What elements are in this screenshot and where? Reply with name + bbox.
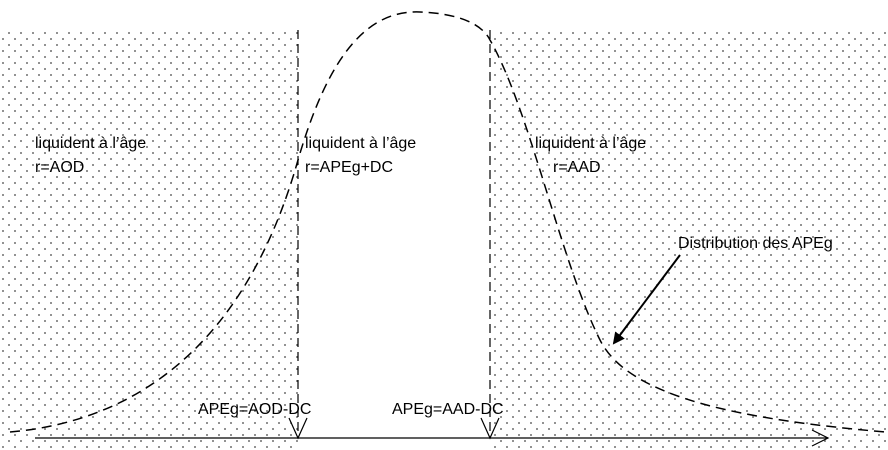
region-label: r=AAD: [553, 159, 601, 176]
region-label: liquident à l’âge: [535, 135, 646, 152]
pointer-arrow: [612, 254, 681, 345]
distribution-curve: [9, 11, 886, 433]
region-label: liquident à l’âge: [305, 135, 416, 152]
tick-arrow: [288, 417, 308, 440]
axis-arrowhead: [811, 429, 830, 447]
region-label: r=APEg+DC: [305, 159, 393, 176]
region-label: liquident à l’âge: [35, 135, 146, 152]
region-label: r=AOD: [35, 159, 84, 176]
region-right: [490, 30, 888, 450]
curve-label: Distribution des APEg: [678, 235, 833, 252]
threshold-label: APEg=AOD-DC: [198, 401, 311, 418]
region-left: [0, 30, 298, 450]
tick-arrow: [480, 417, 500, 440]
threshold-label: APEg=AAD-DC: [392, 401, 504, 418]
